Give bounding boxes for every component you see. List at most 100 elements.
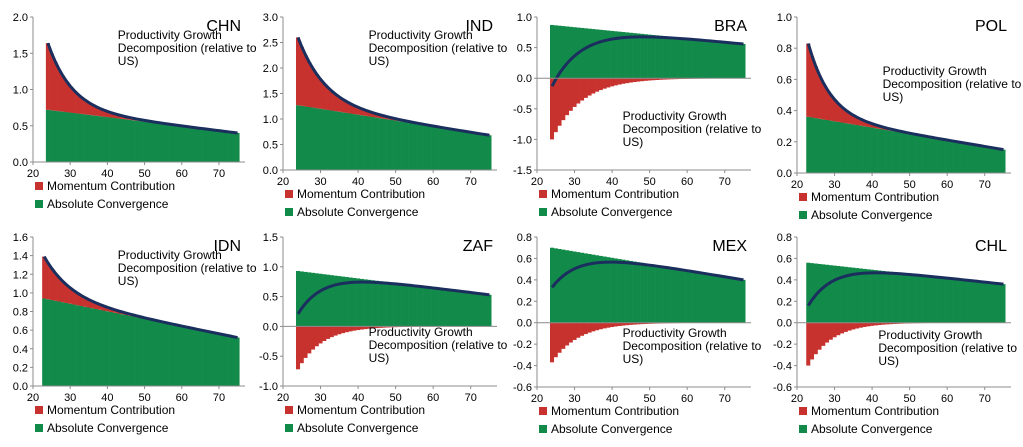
absolute-bar [584,28,588,78]
absolute-bar [836,122,840,173]
absolute-bar [172,325,176,386]
absolute-bar [874,128,878,173]
absolute-bar [435,288,439,326]
absolute-bar [79,114,83,162]
momentum-bar [53,273,57,301]
absolute-bar [83,307,87,386]
absolute-bar [949,141,953,173]
absolute-bar [569,27,573,78]
y-tick-label: 1.6 [13,232,28,244]
absolute-bar [994,148,998,173]
momentum-bar [558,78,562,126]
absolute-bar [64,112,68,162]
momentum-bar [629,78,633,82]
absolute-bar [896,132,900,173]
absolute-bar [221,131,225,162]
absolute-bar [394,121,398,170]
absolute-bar [636,34,640,79]
absolute-bar [968,144,972,173]
momentum-bar [814,323,818,354]
absolute-bar [848,124,852,173]
absolute-bar [94,116,98,162]
absolute-bar [307,107,311,170]
absolute-bar [863,269,867,323]
absolute-bar [202,129,206,162]
momentum-bar [322,326,326,341]
absolute-bar [554,25,558,78]
x-tick-label: 20 [791,179,803,191]
absolute-bar [53,301,57,386]
absolute-bar [420,286,424,326]
absolute-bar [998,149,1002,173]
y-tick-label: 0.4 [777,106,792,118]
absolute-bar [72,304,76,386]
absolute-bar [364,116,368,170]
absolute-bar [640,263,644,323]
y-tick-label: 3.0 [263,12,278,24]
legend-absolute-label: Absolute Convergence [297,421,419,435]
x-tick-label: 20 [277,176,289,188]
absolute-bar [371,117,375,170]
absolute-bar [855,125,859,173]
absolute-bar [681,38,685,78]
y-tick-label: 1.0 [13,288,28,300]
y-tick-label: -0.5 [259,351,278,363]
legend-momentum-swatch [799,407,807,415]
absolute-bar [367,116,371,170]
absolute-bar [296,105,300,170]
absolute-bar [591,29,595,78]
absolute-bar [424,125,428,170]
absolute-bar [711,41,715,78]
y-tick-label: 0.0 [13,157,28,169]
absolute-bar [412,124,416,170]
y-tick-label: 1.0 [517,12,532,24]
legend-momentum-swatch [35,182,43,190]
momentum-bar [304,326,308,358]
absolute-bar [105,311,109,386]
absolute-bar [708,41,712,79]
absolute-bar [964,280,968,323]
momentum-bar [311,69,315,108]
momentum-bar [50,268,54,300]
momentum-bar [618,78,622,84]
absolute-bar [371,280,375,326]
y-tick-label: 0.4 [777,275,792,287]
absolute-bar [330,111,334,170]
absolute-bar [386,119,390,170]
absolute-bar [330,275,334,326]
absolute-bar [715,275,719,322]
absolute-bar [76,305,80,386]
absolute-bar [427,126,431,170]
y-tick-label: -0.2 [513,339,532,351]
absolute-bar [550,25,554,78]
momentum-bar [68,86,72,112]
absolute-bar [696,39,700,78]
momentum-bar [345,326,349,332]
absolute-bar [960,280,964,323]
x-tick-label: 70 [465,392,477,404]
absolute-bar [908,134,912,173]
absolute-bar [565,250,569,322]
absolute-bar [968,280,972,322]
absolute-bar [326,110,330,170]
absolute-bar [685,270,689,322]
absolute-bar [644,34,648,78]
absolute-bar [454,130,458,170]
absolute-bar [487,295,491,327]
x-tick-label: 20 [531,176,543,188]
absolute-bar [881,271,885,323]
absolute-bar [394,283,398,326]
absolute-bar [919,136,923,173]
absolute-bar [885,271,889,322]
y-tick-label: 0.2 [13,362,28,374]
momentum-bar [550,323,554,363]
momentum-bar [625,78,629,83]
absolute-bar [206,332,210,386]
absolute-bar [431,126,435,170]
absolute-bar [172,125,176,162]
absolute-bar [599,30,603,78]
momentum-bar [614,323,618,327]
momentum-bar [61,76,65,112]
momentum-bar [307,62,311,107]
absolute-bar [938,277,942,323]
